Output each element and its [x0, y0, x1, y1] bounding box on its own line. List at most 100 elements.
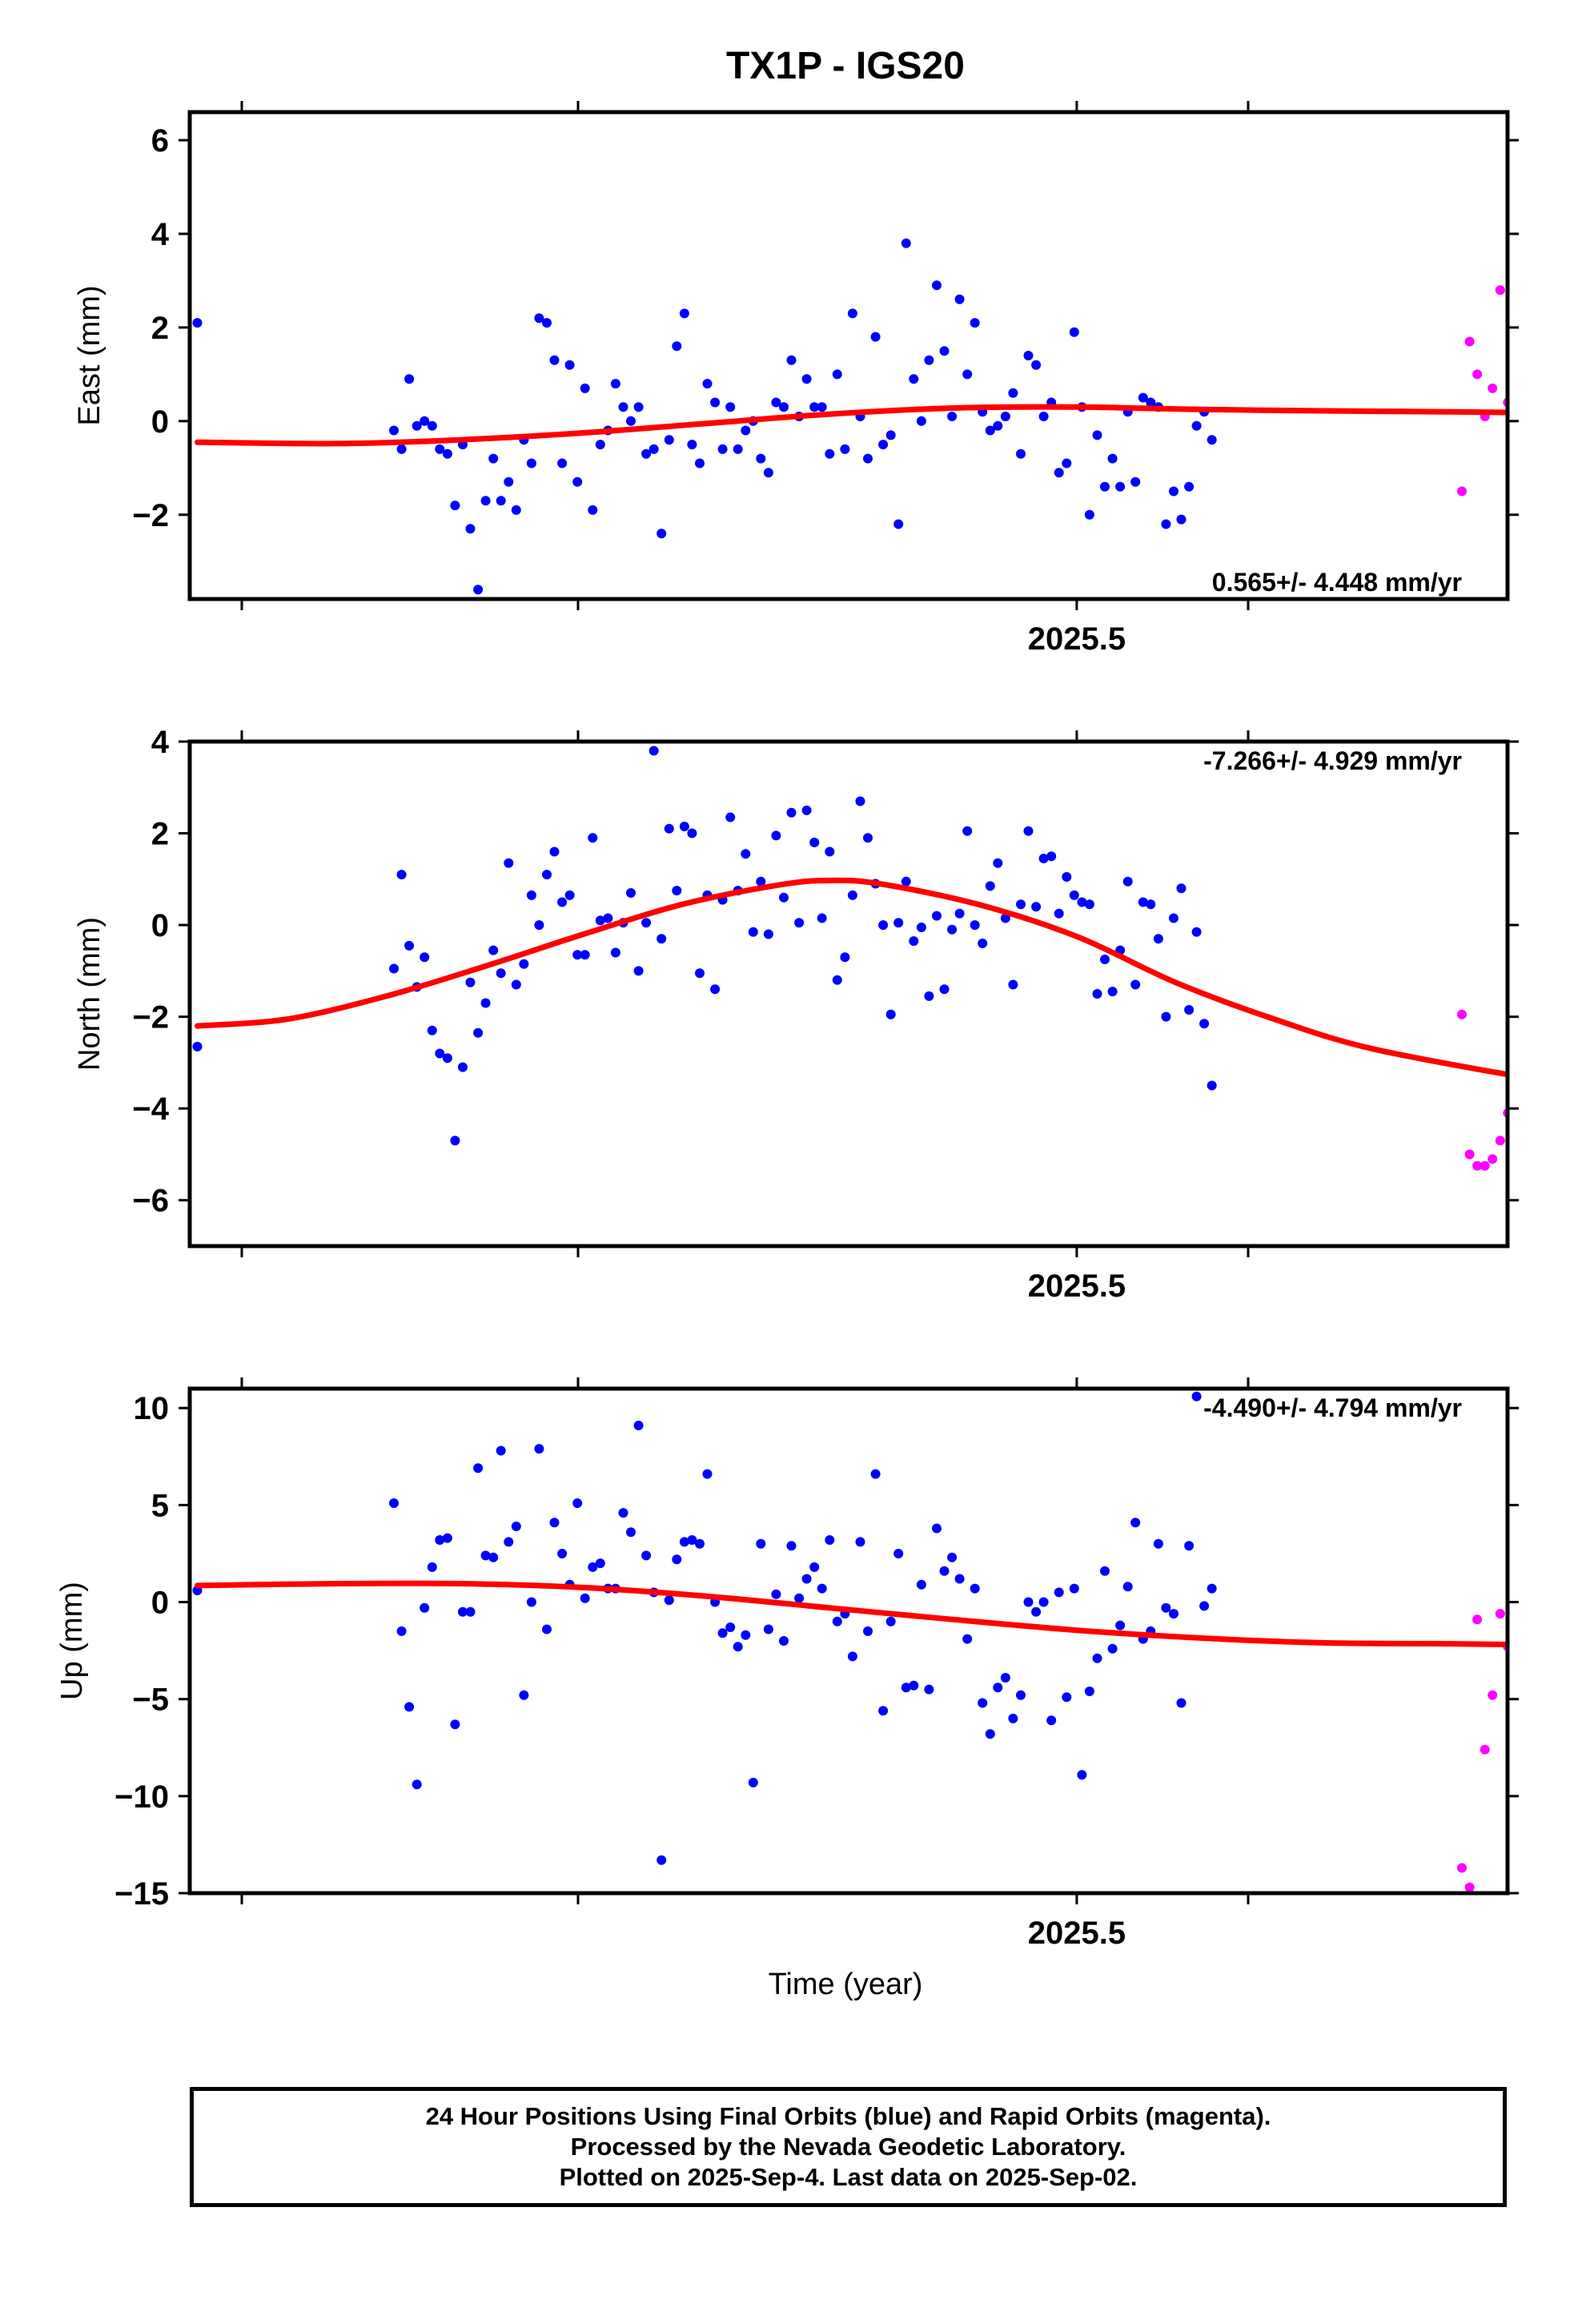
final-orbit-point [825, 448, 835, 459]
final-orbit-point [473, 585, 484, 595]
final-orbit-point [679, 822, 689, 831]
y-tick-label: −6 [132, 1184, 169, 1219]
final-orbit-point [970, 1583, 980, 1594]
final-orbit-point [504, 858, 514, 868]
final-orbit-point [595, 915, 605, 926]
final-orbit-point [192, 318, 203, 328]
final-orbit-point [916, 416, 926, 426]
final-orbit-point [748, 1777, 758, 1787]
final-orbit-point [504, 1537, 514, 1547]
final-orbit-point [832, 975, 842, 985]
final-orbit-point [733, 444, 743, 454]
final-orbit-point [756, 453, 766, 464]
final-orbit-point [603, 913, 613, 923]
final-orbit-point [588, 833, 598, 843]
final-orbit-point [954, 294, 965, 304]
rate-annotation: -4.490+/- 4.794 mm/yr [1203, 1393, 1462, 1422]
final-orbit-point [595, 1558, 605, 1569]
final-orbit-point [1077, 897, 1087, 907]
final-orbit-point [725, 402, 736, 412]
x-axis-label: Time (year) [769, 1968, 923, 2001]
final-orbit-point [389, 1498, 399, 1508]
final-orbit-point [687, 1535, 697, 1545]
final-orbit-point [817, 913, 827, 923]
final-orbit-point [832, 369, 842, 380]
rapid-orbit-point [1526, 1699, 1536, 1708]
final-orbit-point [549, 1518, 560, 1528]
final-orbit-point [885, 1616, 896, 1626]
final-orbit-point [396, 1626, 407, 1636]
final-orbit-point [893, 1549, 904, 1558]
final-orbit-point [1184, 481, 1195, 492]
footer-line-2: Processed by the Nevada Geodetic Laborat… [570, 2133, 1126, 2161]
rapid-orbit-point [1464, 1882, 1475, 1892]
final-orbit-point [511, 979, 521, 990]
final-orbit-point [878, 920, 889, 931]
final-orbit-point [1008, 388, 1018, 398]
final-orbit-point [924, 991, 934, 1001]
final-orbit-point [993, 1683, 1003, 1693]
final-orbit-point [786, 355, 797, 365]
final-orbit-point [557, 1549, 568, 1558]
rapid-orbit-point [1472, 369, 1483, 380]
final-orbit-point [1031, 360, 1042, 370]
final-orbit-point [947, 1552, 958, 1562]
final-orbit-point [427, 1025, 437, 1035]
final-orbit-point [641, 918, 652, 928]
final-orbit-point [1130, 1518, 1141, 1528]
final-orbit-point [801, 1574, 812, 1584]
final-orbit-point [1062, 458, 1072, 468]
final-orbit-point [1130, 476, 1141, 487]
final-orbit-point [610, 379, 620, 389]
final-orbit-point [427, 420, 437, 431]
final-orbit-point [695, 1538, 705, 1549]
final-orbit-point [1016, 1690, 1026, 1700]
final-orbit-point [450, 1136, 460, 1146]
final-orbit-point [863, 1626, 873, 1636]
final-orbit-point [893, 918, 904, 928]
final-orbit-point [1207, 435, 1217, 445]
final-orbit-point [909, 936, 919, 947]
final-orbit-point [435, 444, 445, 454]
final-orbit-point [1146, 397, 1156, 408]
final-orbit-point [702, 379, 713, 389]
final-orbit-point [679, 1537, 689, 1547]
final-orbit-point [1153, 934, 1163, 944]
rapid-orbit-point [1472, 1614, 1483, 1625]
final-orbit-point [396, 870, 407, 880]
rapid-orbit-point [1480, 1160, 1490, 1171]
final-orbit-point [1191, 1391, 1202, 1401]
final-orbit-point [779, 892, 789, 903]
final-orbit-point [404, 940, 415, 951]
final-orbit-point [480, 998, 491, 1008]
final-orbit-point [1184, 1005, 1195, 1015]
final-orbit-point [1092, 1653, 1102, 1663]
rapid-orbit-point [1518, 117, 1528, 127]
final-orbit-point [993, 858, 1003, 868]
final-orbit-point [404, 374, 415, 384]
final-orbit-point [648, 444, 659, 454]
final-orbit-point [825, 1535, 835, 1545]
final-orbit-point [526, 458, 536, 468]
final-orbit-point [710, 397, 721, 408]
final-orbit-point [504, 476, 514, 487]
final-orbit-point [801, 805, 812, 815]
final-orbit-point [672, 341, 682, 352]
final-orbit-point [473, 1463, 484, 1474]
final-orbit-point [1146, 899, 1156, 910]
rapid-orbit-point [1488, 383, 1498, 393]
final-orbit-point [954, 908, 965, 919]
final-orbit-point [526, 1597, 536, 1607]
final-orbit-point [588, 1562, 598, 1572]
final-orbit-point [389, 963, 399, 974]
final-orbit-point [1069, 890, 1079, 900]
final-orbit-point [741, 1630, 751, 1640]
final-orbit-point [756, 1538, 766, 1549]
rate-annotation: -7.266+/- 4.929 mm/yr [1203, 746, 1462, 775]
final-orbit-point [1176, 883, 1186, 894]
final-orbit-point [978, 1698, 988, 1708]
final-orbit-point [557, 897, 568, 907]
final-orbit-point [916, 1579, 926, 1590]
final-orbit-point [626, 888, 636, 898]
final-orbit-point [572, 950, 583, 960]
